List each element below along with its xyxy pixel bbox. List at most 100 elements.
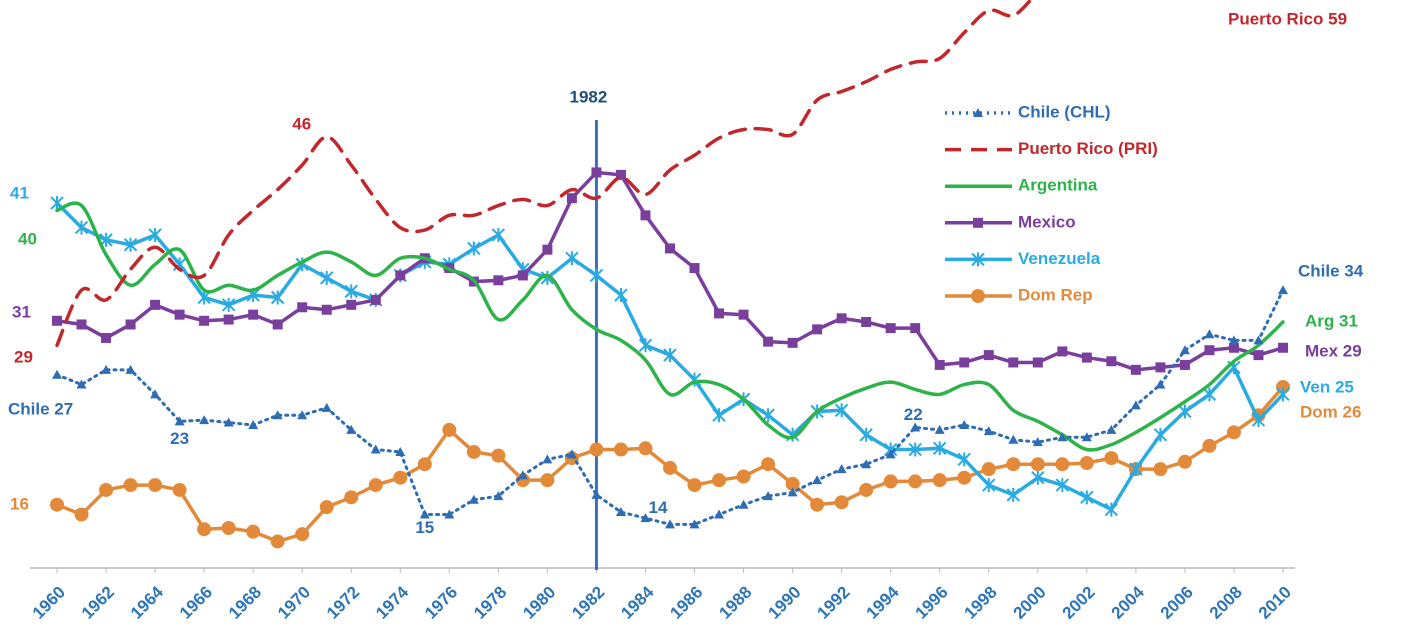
legend-marker	[971, 252, 985, 267]
x-tick-label: 2006	[1157, 583, 1197, 623]
marker	[566, 449, 577, 459]
marker	[910, 422, 921, 432]
marker	[1179, 359, 1190, 370]
point-label: 14	[649, 498, 668, 517]
marker	[1204, 345, 1215, 356]
marker	[1204, 329, 1215, 339]
marker	[368, 478, 383, 493]
marker	[663, 348, 677, 363]
point-label: 46	[292, 114, 311, 133]
point-label: 23	[170, 429, 189, 448]
marker	[99, 482, 114, 497]
marker	[295, 527, 310, 542]
marker	[491, 448, 506, 463]
marker	[321, 304, 332, 315]
marker	[1031, 470, 1045, 485]
marker	[76, 379, 87, 389]
legend-label: Mexico	[1018, 212, 1076, 231]
marker	[223, 417, 234, 427]
marker	[125, 319, 136, 330]
marker	[150, 389, 161, 399]
x-tick-label: 1970	[274, 583, 314, 623]
marker	[101, 364, 112, 374]
x-tick-label: 1964	[127, 582, 168, 623]
marker	[1253, 335, 1264, 345]
legend-marker	[973, 108, 983, 117]
marker	[885, 323, 896, 334]
legend-label: Puerto Rico (PRI)	[1018, 139, 1158, 158]
x-tick-label: 2010	[1255, 583, 1295, 623]
marker	[1032, 437, 1043, 447]
marker	[1179, 345, 1190, 355]
marker	[320, 270, 334, 285]
marker	[493, 491, 504, 501]
point-label: 22	[904, 405, 923, 424]
marker	[246, 524, 261, 539]
marker	[344, 284, 358, 299]
marker	[442, 422, 457, 437]
x-tick-label: 2004	[1108, 582, 1149, 623]
start-label: 41	[10, 183, 29, 202]
marker	[272, 410, 283, 420]
legend-label: Dom Rep	[1018, 285, 1093, 304]
marker	[344, 490, 359, 505]
marker	[199, 415, 210, 425]
marker	[712, 408, 726, 423]
x-tick-label: 2008	[1206, 583, 1246, 623]
marker	[738, 309, 749, 320]
marker	[1178, 404, 1192, 419]
x-tick-label: 1976	[421, 583, 461, 623]
marker	[1057, 432, 1068, 442]
x-tick-label: 1982	[568, 583, 608, 623]
x-tick-label: 2000	[1010, 583, 1050, 623]
marker	[589, 268, 604, 283]
marker	[1228, 335, 1239, 345]
marker	[1130, 400, 1141, 410]
marker	[1081, 432, 1092, 442]
marker	[982, 478, 996, 493]
marker	[1104, 451, 1119, 466]
marker	[1153, 462, 1168, 477]
marker	[542, 454, 553, 464]
legend-marker	[971, 289, 985, 303]
marker	[248, 309, 259, 320]
x-tick-label: 1998	[961, 583, 1001, 623]
marker	[1055, 478, 1070, 493]
marker	[197, 522, 212, 537]
marker	[491, 227, 506, 242]
marker	[1030, 457, 1045, 472]
marker	[346, 299, 357, 310]
x-tick-label: 1966	[176, 583, 216, 623]
marker	[148, 227, 162, 242]
marker	[1006, 487, 1020, 502]
marker	[983, 426, 994, 436]
marker	[714, 308, 725, 319]
marker	[663, 460, 677, 475]
marker	[957, 470, 972, 485]
marker	[321, 402, 332, 412]
legend-label: Argentina	[1018, 176, 1098, 195]
marker	[981, 462, 996, 477]
marker	[689, 519, 700, 529]
reference-label: 1982	[570, 87, 608, 106]
marker	[395, 270, 406, 281]
marker	[957, 452, 971, 467]
marker	[785, 476, 800, 491]
marker	[1006, 457, 1021, 472]
marker	[270, 290, 285, 305]
marker	[1253, 350, 1264, 361]
marker	[883, 474, 898, 489]
marker	[346, 424, 357, 434]
marker	[444, 509, 455, 519]
legend-marker	[973, 217, 983, 228]
marker	[1278, 342, 1288, 353]
marker	[467, 241, 481, 256]
marker	[393, 470, 408, 485]
marker	[787, 337, 798, 348]
marker	[1251, 413, 1266, 428]
x-tick-label: 1984	[617, 582, 658, 623]
marker	[297, 302, 308, 313]
marker	[395, 446, 406, 456]
marker	[370, 444, 381, 454]
